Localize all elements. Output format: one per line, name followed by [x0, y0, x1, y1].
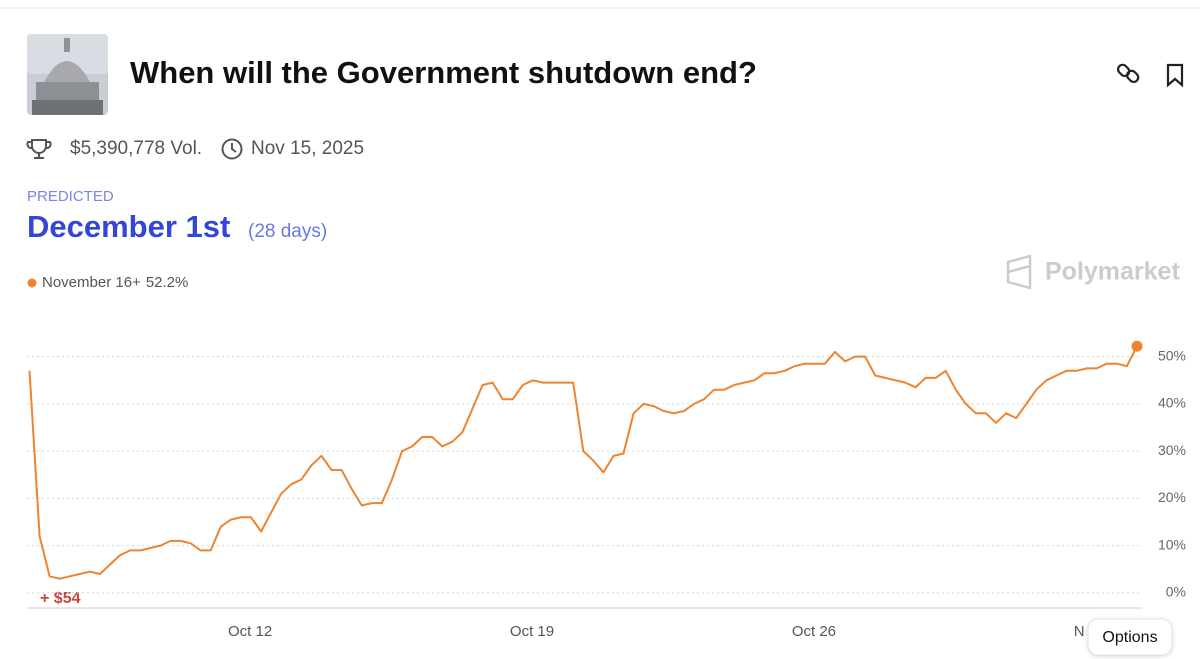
- legend-value: 52.2%: [146, 274, 189, 291]
- x-tick-label: Oct 19: [510, 623, 554, 640]
- chart: 0% 10% 20% 30% 40% 50% Oct 12 Oct 19 Oct 26 N Nove…: [27, 274, 1186, 640]
- legend-name: November 16+: [42, 274, 141, 291]
- market-title: When will the Government shutdown end?: [130, 55, 757, 90]
- predicted-days: (28 days): [248, 221, 327, 242]
- y-tick-label: 30%: [1158, 442, 1186, 458]
- x-tick-label: Oct 12: [228, 623, 272, 640]
- legend-dot: [27, 278, 37, 288]
- end-point: [1131, 340, 1143, 352]
- x-tick-label: N: [1074, 623, 1085, 640]
- share-link-icon[interactable]: [1116, 63, 1140, 84]
- volume: $5,390,778 Vol.: [70, 138, 202, 159]
- brand-name: Polymarket: [1045, 258, 1180, 286]
- y-tick-label: 50%: [1158, 347, 1186, 363]
- y-tick-label: 20%: [1158, 489, 1186, 505]
- bookmark-icon[interactable]: [1166, 63, 1184, 88]
- predicted-outcome: December 1st: [27, 209, 230, 244]
- options-label[interactable]: Options: [1102, 629, 1157, 646]
- pnl-badge: + $54: [40, 590, 81, 607]
- market-image: [27, 34, 108, 115]
- brand-logo: [1006, 254, 1032, 290]
- options-button[interactable]: Options: [1087, 618, 1173, 656]
- clock-icon: [221, 138, 243, 160]
- predicted-label: PREDICTED: [27, 188, 114, 205]
- y-tick-label: 0%: [1166, 584, 1186, 600]
- series-line: [28, 345, 1138, 580]
- y-tick-label: 10%: [1158, 536, 1186, 552]
- y-tick-label: 40%: [1158, 395, 1186, 411]
- trophy-icon: [26, 139, 52, 159]
- x-tick-label: Oct 26: [792, 623, 836, 640]
- end-date: Nov 15, 2025: [251, 138, 364, 159]
